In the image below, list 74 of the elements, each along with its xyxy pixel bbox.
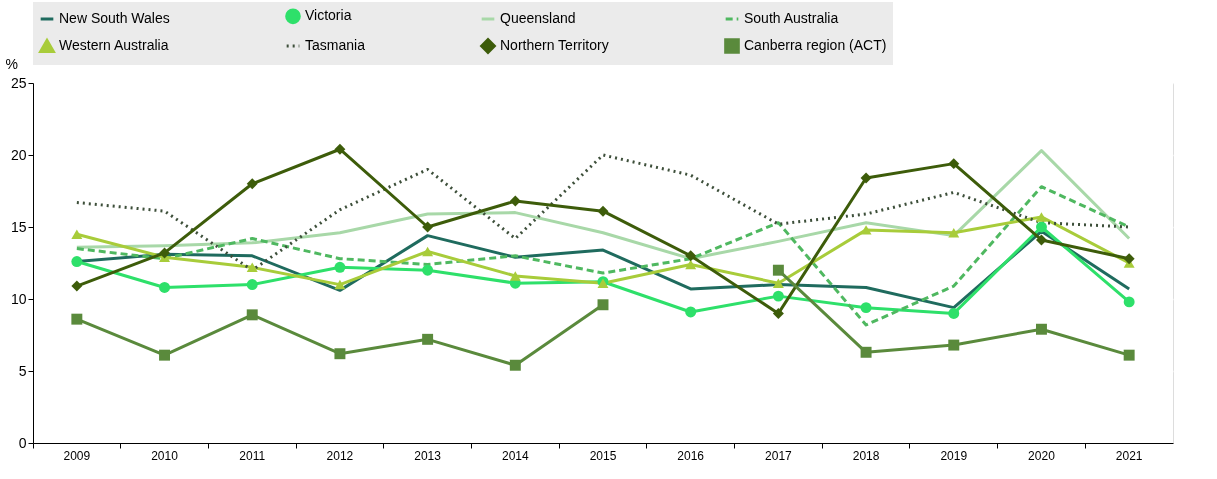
x-tick-label: 2015 bbox=[589, 448, 617, 463]
x-tick-label: 2009 bbox=[63, 448, 91, 463]
point bbox=[685, 250, 697, 262]
point bbox=[422, 264, 434, 276]
legend-label: New South Wales bbox=[59, 10, 170, 26]
point bbox=[1123, 296, 1135, 308]
point bbox=[1035, 323, 1047, 335]
y-tick-label: 20 bbox=[10, 146, 27, 163]
y-tick-label: 0 bbox=[18, 434, 27, 451]
point bbox=[422, 333, 434, 345]
point bbox=[860, 225, 872, 235]
point bbox=[860, 346, 872, 358]
point bbox=[334, 279, 346, 290]
point bbox=[597, 299, 609, 311]
x-tick-label: 2011 bbox=[239, 448, 266, 463]
point bbox=[772, 290, 784, 302]
point bbox=[422, 246, 434, 257]
point bbox=[509, 359, 521, 371]
point bbox=[685, 259, 697, 270]
point bbox=[509, 195, 521, 207]
point bbox=[159, 282, 171, 293]
point bbox=[772, 264, 784, 276]
point bbox=[246, 178, 258, 190]
x-tick-label: 2017 bbox=[765, 448, 793, 463]
point bbox=[509, 271, 521, 281]
x-tick-label: 2013 bbox=[414, 448, 442, 463]
point bbox=[597, 205, 609, 217]
point bbox=[246, 309, 258, 321]
point bbox=[422, 221, 434, 233]
x-tick-label: 2018 bbox=[852, 448, 880, 463]
legend-label: Western Australia bbox=[59, 37, 169, 53]
point bbox=[948, 228, 960, 238]
legend-label: Victoria bbox=[305, 7, 352, 24]
point bbox=[71, 256, 83, 268]
x-tick-label: 2014 bbox=[501, 448, 529, 463]
point bbox=[948, 307, 960, 319]
legend-label: Queensland bbox=[500, 10, 576, 26]
point bbox=[1035, 212, 1047, 222]
x-tick-label: 2012 bbox=[326, 448, 354, 463]
point bbox=[685, 306, 697, 318]
point bbox=[772, 307, 784, 319]
point bbox=[246, 262, 258, 273]
point bbox=[948, 339, 960, 351]
y-tick-label: 15 bbox=[10, 218, 27, 235]
legend-label: Tasmania bbox=[305, 37, 366, 53]
x-tick-label: 2021 bbox=[1115, 448, 1143, 463]
point bbox=[860, 172, 872, 184]
point bbox=[71, 229, 83, 239]
x-tick-label: 2019 bbox=[940, 448, 968, 463]
point bbox=[246, 279, 258, 291]
point bbox=[159, 349, 171, 361]
legend-label: Canberra region (ACT) bbox=[744, 37, 887, 53]
point bbox=[948, 158, 960, 170]
y-tick-label: 25 bbox=[10, 74, 27, 91]
point bbox=[1123, 349, 1135, 361]
point bbox=[71, 313, 83, 325]
point bbox=[860, 302, 872, 314]
point bbox=[1123, 253, 1135, 265]
legend-label: South Australia bbox=[744, 10, 839, 26]
point bbox=[1035, 221, 1047, 233]
x-tick-label: 2010 bbox=[151, 448, 179, 463]
point bbox=[1035, 234, 1047, 246]
y-tick-label: 5 bbox=[18, 362, 27, 379]
x-tick-label: 2016 bbox=[677, 448, 705, 463]
legend-label: Northern Territory bbox=[500, 37, 609, 53]
point bbox=[334, 143, 346, 155]
point bbox=[334, 348, 346, 360]
x-tick-label: 2020 bbox=[1028, 448, 1056, 463]
point bbox=[772, 278, 784, 288]
point bbox=[159, 247, 171, 259]
point bbox=[71, 280, 83, 292]
point bbox=[334, 261, 346, 273]
y-tick-label: 10 bbox=[10, 290, 27, 307]
y-axis-title: % bbox=[5, 55, 18, 72]
